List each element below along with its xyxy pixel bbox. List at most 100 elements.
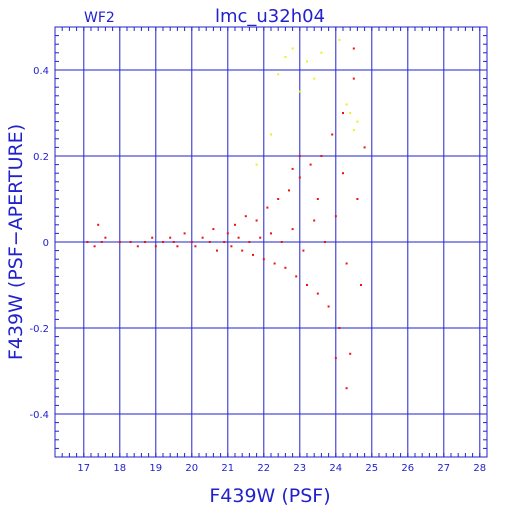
data-point (212, 228, 215, 231)
data-point (172, 241, 175, 243)
data-point (338, 38, 341, 41)
data-point (151, 236, 154, 239)
y-tick-label: 0 (43, 238, 49, 249)
data-point (356, 120, 359, 123)
data-point (298, 155, 301, 157)
data-point (342, 112, 344, 114)
data-point (241, 249, 244, 252)
data-point (86, 241, 89, 243)
data-point (223, 241, 226, 243)
data-point (345, 262, 348, 265)
data-point (190, 241, 193, 243)
data-point (334, 215, 337, 218)
data-point (345, 387, 348, 390)
data-point (252, 253, 254, 256)
data-point (324, 241, 326, 243)
data-point (298, 176, 301, 179)
data-point (216, 249, 218, 252)
data-point (356, 198, 359, 200)
data-point (136, 245, 139, 248)
data-point (352, 129, 355, 132)
data-point (342, 172, 344, 175)
data-point (298, 90, 301, 93)
data-point (93, 245, 96, 248)
data-point (226, 232, 229, 235)
data-point (277, 73, 280, 76)
data-point (129, 241, 132, 243)
data-point (194, 245, 197, 248)
x-tick-label: 27 (437, 463, 450, 474)
data-point (316, 198, 319, 200)
data-point (313, 77, 316, 80)
data-point (273, 262, 276, 265)
data-points (86, 38, 366, 390)
data-point (277, 198, 280, 200)
data-point (255, 219, 258, 222)
data-point (144, 241, 146, 243)
data-point (295, 275, 298, 278)
data-point (363, 146, 366, 149)
data-point (259, 236, 262, 239)
data-point (248, 241, 251, 243)
data-point (270, 232, 272, 235)
x-tick-label: 19 (149, 463, 162, 474)
y-tick-label: 0.4 (33, 66, 49, 77)
data-point (208, 241, 211, 243)
data-point (162, 241, 164, 243)
data-point (360, 284, 362, 286)
data-point (320, 155, 323, 157)
data-point (291, 167, 294, 170)
data-point (154, 245, 157, 248)
data-point (262, 258, 265, 261)
data-point (331, 133, 334, 136)
data-point (302, 249, 305, 252)
x-tick-label: 25 (365, 463, 378, 474)
data-point (255, 163, 258, 166)
x-tick-label: 17 (77, 463, 90, 474)
y-axis-label: F439W (PSF−APERTURE) (5, 124, 27, 360)
data-point (352, 47, 355, 50)
chart-subtitle: WF2 (84, 10, 115, 26)
data-point (280, 241, 283, 243)
tick-labels: 17 18 19 20 21 22 23 24 25 26 27 28 -0.4 -0.2 0 0.2 0.4 (29, 66, 486, 474)
data-point (270, 133, 272, 136)
x-tick-label: 22 (257, 463, 270, 474)
data-point (237, 236, 240, 239)
x-tick-label: 20 (185, 463, 198, 474)
data-point (118, 241, 121, 243)
data-point (230, 245, 233, 248)
data-point (306, 60, 308, 63)
y-tick-label: 0.2 (33, 152, 49, 163)
chart-title: lmc_u32h04 (215, 6, 325, 27)
data-point (284, 266, 287, 269)
grid (54, 26, 488, 458)
data-point (306, 284, 308, 286)
data-point (309, 163, 312, 166)
data-point (349, 112, 352, 114)
data-point (291, 228, 294, 231)
data-point (244, 215, 247, 218)
data-point (338, 327, 341, 329)
data-point (352, 77, 355, 80)
data-point (288, 189, 290, 192)
data-point (320, 51, 323, 54)
data-point (183, 232, 186, 235)
data-point (234, 223, 236, 226)
x-tick-label: 26 (401, 463, 414, 474)
data-point (266, 206, 269, 209)
x-tick-label: 18 (113, 463, 126, 474)
y-tick-label: -0.4 (29, 410, 49, 421)
data-point (334, 357, 337, 360)
data-point (176, 245, 179, 248)
data-point (97, 223, 100, 226)
data-point (100, 241, 103, 243)
x-tick-label: 23 (293, 463, 306, 474)
data-point (313, 219, 316, 222)
data-point (291, 47, 294, 50)
x-tick-label: 24 (329, 463, 342, 474)
x-tick-label: 21 (221, 463, 234, 474)
data-point (316, 292, 319, 295)
x-axis-label: F439W (PSF) (209, 485, 330, 507)
data-point (345, 103, 348, 106)
